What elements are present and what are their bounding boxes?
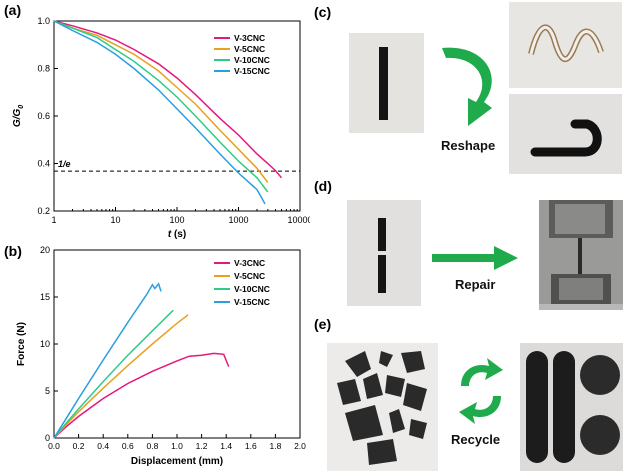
recycle-label: Recycle xyxy=(451,432,501,447)
chart-b: 0.0 0.2 0.4 0.6 0.8 1.0 1.2 1.4 1.6 1.8 2.0 0 5 10 15 2… xyxy=(16,245,306,467)
x-tick-label: 0.6 xyxy=(122,441,134,451)
x-tick-label: 1.4 xyxy=(220,441,232,451)
legend-label: V-3CNC xyxy=(234,258,265,268)
legend-label: V-10CNC xyxy=(234,284,270,294)
reshape-label: Reshape xyxy=(441,138,496,153)
photo-reshaped-hook xyxy=(509,94,622,174)
y-tick-label: 0.4 xyxy=(37,159,50,169)
photo-recycled-samples xyxy=(520,343,623,471)
y-tick-label: 10 xyxy=(40,339,50,349)
y-tick-label: 0.6 xyxy=(37,111,50,121)
panel-label-b: (b) xyxy=(4,243,22,259)
x-axis-label: t (s) xyxy=(168,229,186,240)
legend-label: V-5CNC xyxy=(234,271,265,281)
x-tick-label: 1.0 xyxy=(171,441,183,451)
x-tick-label: 1.8 xyxy=(269,441,281,451)
repair-label: Repair xyxy=(455,277,496,292)
x-tick-label: 1 xyxy=(51,215,56,225)
reshape-curved-arrow-icon xyxy=(442,47,492,126)
y-tick-label: 15 xyxy=(40,292,50,302)
series-line-V-15CNC xyxy=(53,282,162,439)
photo-broken-pieces xyxy=(327,343,438,471)
x-tick-label: 0.0 xyxy=(48,441,60,451)
photo-tensile-test xyxy=(539,200,623,310)
x-tick-label: 0.4 xyxy=(97,441,109,451)
panel-label-e: (e) xyxy=(314,316,332,332)
y-tick-label: 0.8 xyxy=(37,64,50,74)
x-tick-label: 10 xyxy=(110,215,120,225)
x-tick-label: 0.8 xyxy=(146,441,158,451)
y-tick-label: 0.2 xyxy=(37,206,50,216)
x-axis-label: Displacement (mm) xyxy=(131,456,223,467)
series-line-V-15CNC xyxy=(53,20,266,205)
series-line-V-5CNC xyxy=(53,20,269,183)
panel-label-c: (c) xyxy=(314,4,332,20)
series-line-V-10CNC xyxy=(53,309,174,439)
x-tick-label: 100 xyxy=(169,215,184,225)
y-axis-label: G/G0 xyxy=(12,105,25,127)
y-tick-label: 0 xyxy=(45,433,50,443)
photo-straight-strip xyxy=(349,33,424,133)
panel-label-d: (d) xyxy=(314,178,332,194)
photo-cut-strip xyxy=(347,200,421,306)
panel-label-a: (a) xyxy=(4,2,22,18)
series-line-V-3CNC xyxy=(53,20,283,179)
repair-arrow-icon xyxy=(432,246,518,270)
x-tick-label: 1.2 xyxy=(196,441,208,451)
photo-reshaped-wave xyxy=(509,2,622,88)
legend-label: V-5CNC xyxy=(234,44,265,54)
reference-line-label: 1/e xyxy=(58,159,71,169)
series-line-V-3CNC xyxy=(53,352,230,439)
x-tick-label: 2.0 xyxy=(294,441,306,451)
x-tick-label: 1000 xyxy=(228,215,248,225)
legend-label: V-10CNC xyxy=(234,55,270,65)
x-tick-label: 0.2 xyxy=(73,441,85,451)
series-line-V-10CNC xyxy=(53,20,269,193)
series-line-V-5CNC xyxy=(53,314,189,439)
y-axis-label: Force (N) xyxy=(16,322,27,366)
recycle-arrows-icon xyxy=(459,358,503,424)
legend-label: V-15CNC xyxy=(234,297,270,307)
y-tick-label: 5 xyxy=(45,386,50,396)
x-tick-label: 1.6 xyxy=(245,441,257,451)
legend-label: V-15CNC xyxy=(234,66,270,76)
y-tick-label: 1.0 xyxy=(37,16,50,26)
y-tick-label: 20 xyxy=(40,245,50,255)
legend-label: V-3CNC xyxy=(234,33,265,43)
